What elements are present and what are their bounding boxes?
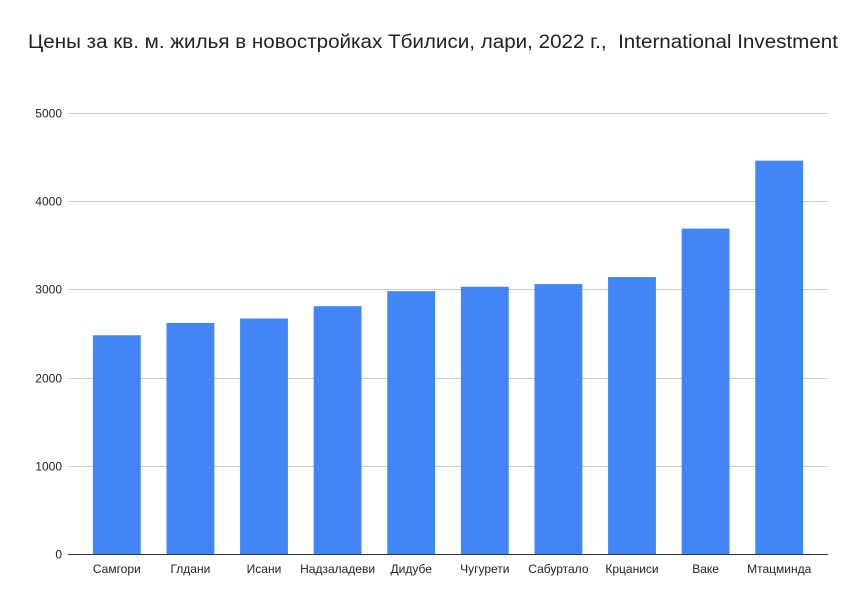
bar — [166, 322, 215, 554]
y-tick-label: 3000 — [35, 283, 62, 297]
x-tick-label: Дидубе — [391, 562, 433, 576]
bar — [460, 286, 509, 554]
x-tick-label: Чугурети — [460, 562, 509, 576]
bar — [681, 228, 730, 555]
bar — [387, 291, 436, 554]
x-tick-label: Сабуртало — [528, 562, 589, 576]
bars — [92, 160, 804, 555]
x-tick-label: Исани — [247, 562, 282, 576]
x-axis-category-labels: Самгори Глдани Исани Надзаладеви Дидубе Чугур… — [93, 562, 812, 576]
y-tick-label: 4000 — [35, 195, 62, 209]
x-tick-label: Ваке — [692, 562, 719, 576]
chart-title: Цены за кв. м. жилья в новостройках Тбил… — [28, 32, 839, 53]
y-tick-label: 5000 — [35, 107, 62, 121]
bar — [240, 318, 288, 554]
x-tick-label: Глдани — [170, 562, 210, 576]
bar — [534, 284, 583, 554]
x-tick-label: Мтацминда — [747, 562, 811, 576]
y-tick-label: 2000 — [35, 372, 62, 386]
y-axis-tick-labels: 0 1000 2000 3000 4000 5000 — [35, 107, 62, 562]
bar — [755, 160, 804, 555]
x-tick-label: Крцаниси — [605, 562, 658, 576]
y-tick-label: 0 — [55, 548, 62, 562]
bar — [608, 277, 656, 554]
bar — [313, 306, 362, 554]
x-tick-label: Надзаладеви — [300, 562, 375, 576]
x-tick-label: Самгори — [93, 562, 141, 576]
bar — [92, 335, 141, 554]
y-tick-label: 1000 — [35, 460, 62, 474]
